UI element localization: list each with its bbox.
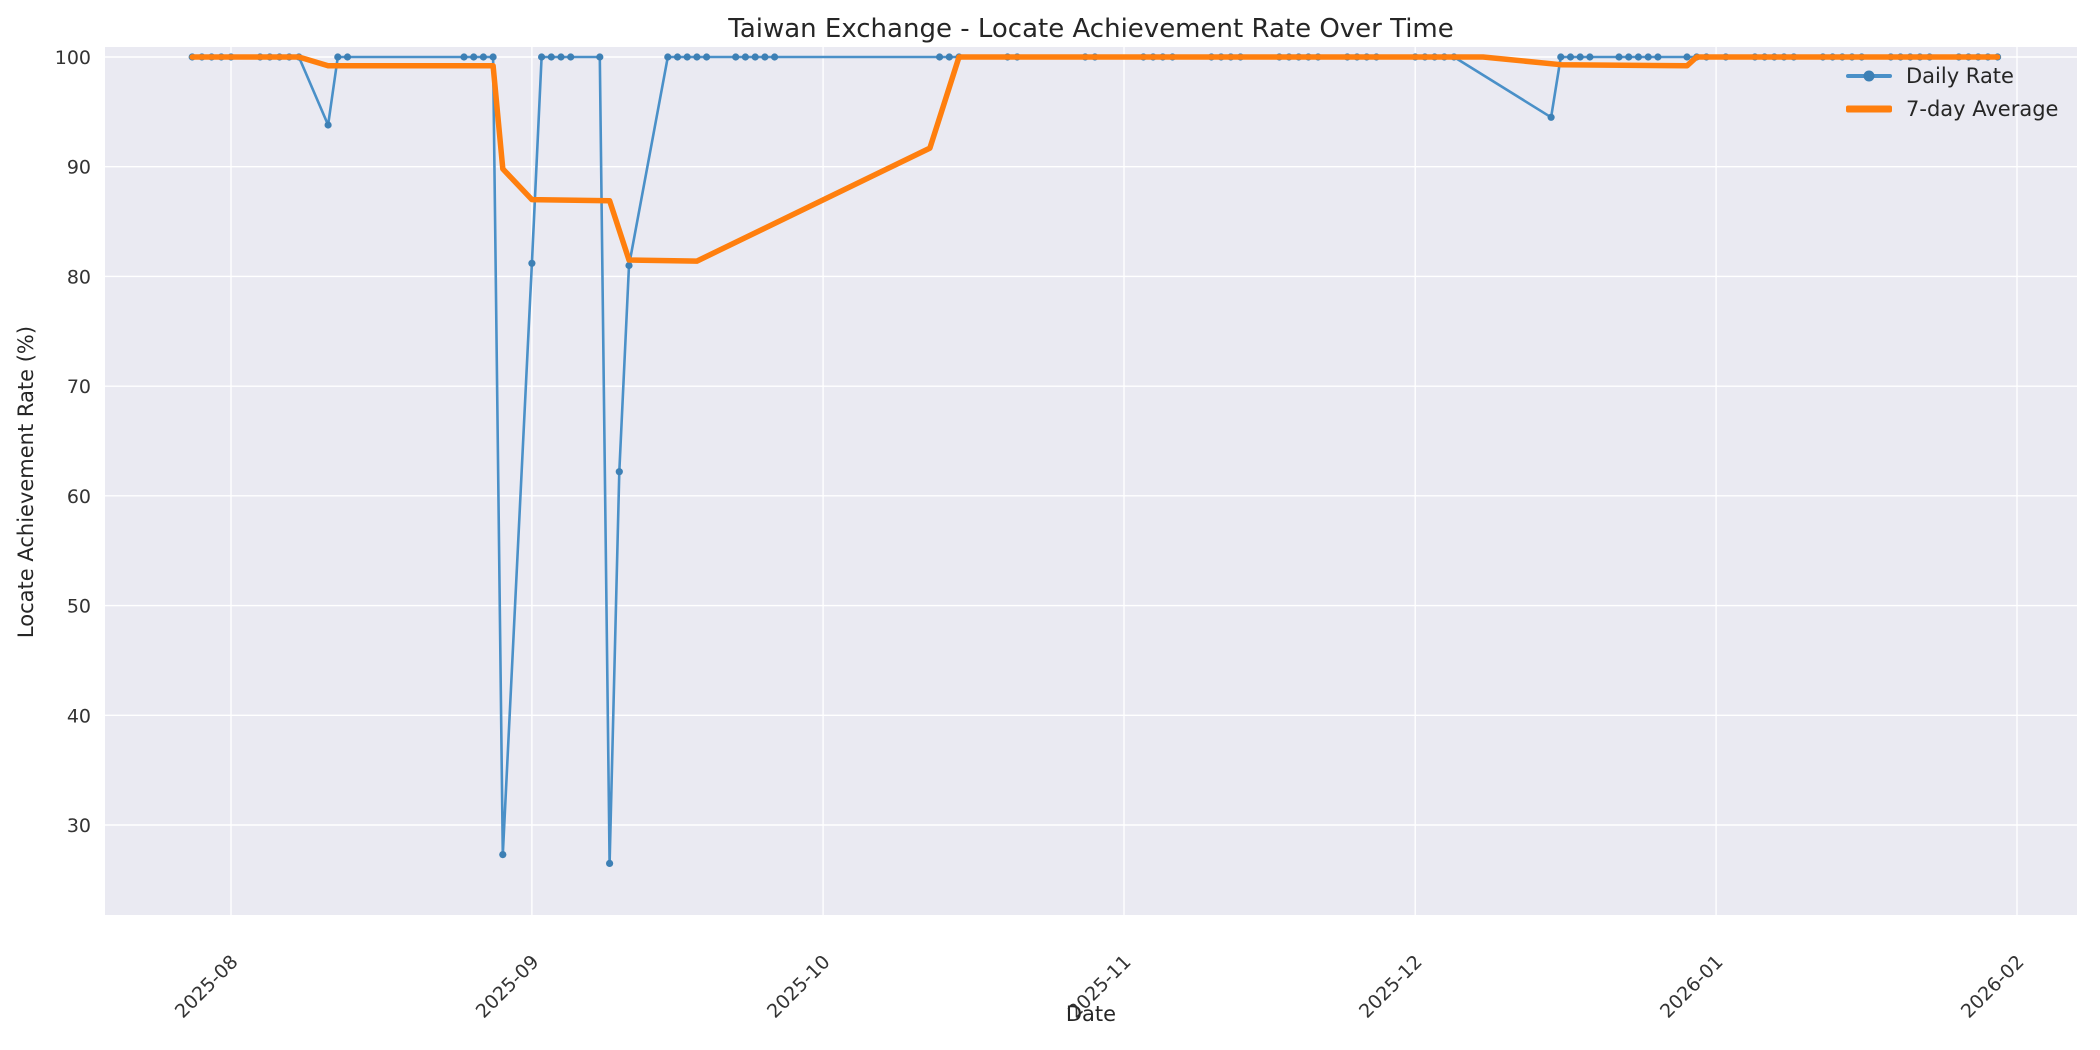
- data-point-marker: [343, 53, 352, 61]
- data-point-marker: [479, 53, 487, 61]
- data-point-marker: [596, 53, 604, 61]
- chart-title: Taiwan Exchange - Locate Achievement Rat…: [728, 14, 1454, 44]
- average-line: [189, 54, 2001, 264]
- data-point-marker: [751, 53, 759, 61]
- legend: Daily Rate 7-day Average: [1846, 64, 2058, 121]
- y-tick-label: 30: [67, 815, 91, 837]
- data-point-marker: [499, 851, 507, 859]
- data-point-marker: [334, 53, 342, 61]
- data-point-marker: [732, 53, 740, 61]
- data-point-marker: [936, 53, 944, 61]
- data-point-marker: [470, 53, 478, 61]
- data-point-marker: [1547, 113, 1555, 121]
- y-tick-label: 40: [67, 705, 91, 727]
- data-point-marker: [528, 259, 536, 267]
- data-point-marker: [945, 53, 953, 61]
- data-point-marker: [1586, 53, 1594, 61]
- legend-label-daily-rate: Daily Rate: [1906, 64, 2014, 88]
- y-tick-label: 80: [67, 266, 91, 288]
- data-point-marker: [547, 53, 555, 61]
- data-point-marker: [324, 121, 332, 129]
- data-point-marker: [1566, 53, 1575, 61]
- data-point-marker: [741, 53, 750, 61]
- data-point-marker: [1644, 53, 1652, 61]
- data-point-marker: [1634, 53, 1642, 61]
- x-axis-label: Date: [1065, 1002, 1117, 1026]
- data-point-marker: [673, 53, 682, 61]
- data-point-marker: [664, 53, 672, 61]
- data-point-marker: [567, 53, 575, 61]
- y-tick-label: 90: [67, 157, 91, 179]
- data-point-marker: [703, 53, 711, 61]
- data-point-marker: [538, 53, 546, 61]
- daily-rate-line-swatch: [1846, 65, 1892, 87]
- data-point-marker: [761, 53, 769, 61]
- data-point-marker: [625, 261, 633, 270]
- data-point-marker: [1576, 53, 1584, 61]
- data-point-marker: [1625, 53, 1633, 61]
- y-tick-label: 60: [67, 486, 91, 508]
- data-point-marker: [771, 53, 779, 61]
- data-point-marker: [615, 468, 623, 476]
- average-line-swatch: [1846, 98, 1892, 120]
- data-point-marker: [693, 53, 701, 61]
- plot-area: [105, 47, 2077, 915]
- data-point-marker: [1683, 53, 1691, 61]
- y-tick-label: 50: [67, 596, 91, 618]
- data-point-marker: [683, 53, 691, 61]
- data-point-marker: [557, 53, 565, 61]
- data-point-marker: [1557, 53, 1565, 61]
- legend-item-daily-rate: Daily Rate: [1846, 64, 2058, 88]
- legend-label-7day-average: 7-day Average: [1906, 97, 2059, 121]
- data-point-marker: [1615, 53, 1623, 61]
- y-tick-label: 100: [55, 47, 91, 69]
- legend-item-7day-average: 7-day Average: [1846, 97, 2058, 121]
- data-point-marker: [606, 859, 614, 868]
- y-axis-label: Locate Achievement Rate (%): [14, 325, 38, 639]
- y-tick-label: 70: [67, 376, 91, 398]
- data-point-marker: [460, 53, 468, 61]
- data-point-marker: [1654, 53, 1662, 61]
- data-point-marker: [489, 53, 497, 61]
